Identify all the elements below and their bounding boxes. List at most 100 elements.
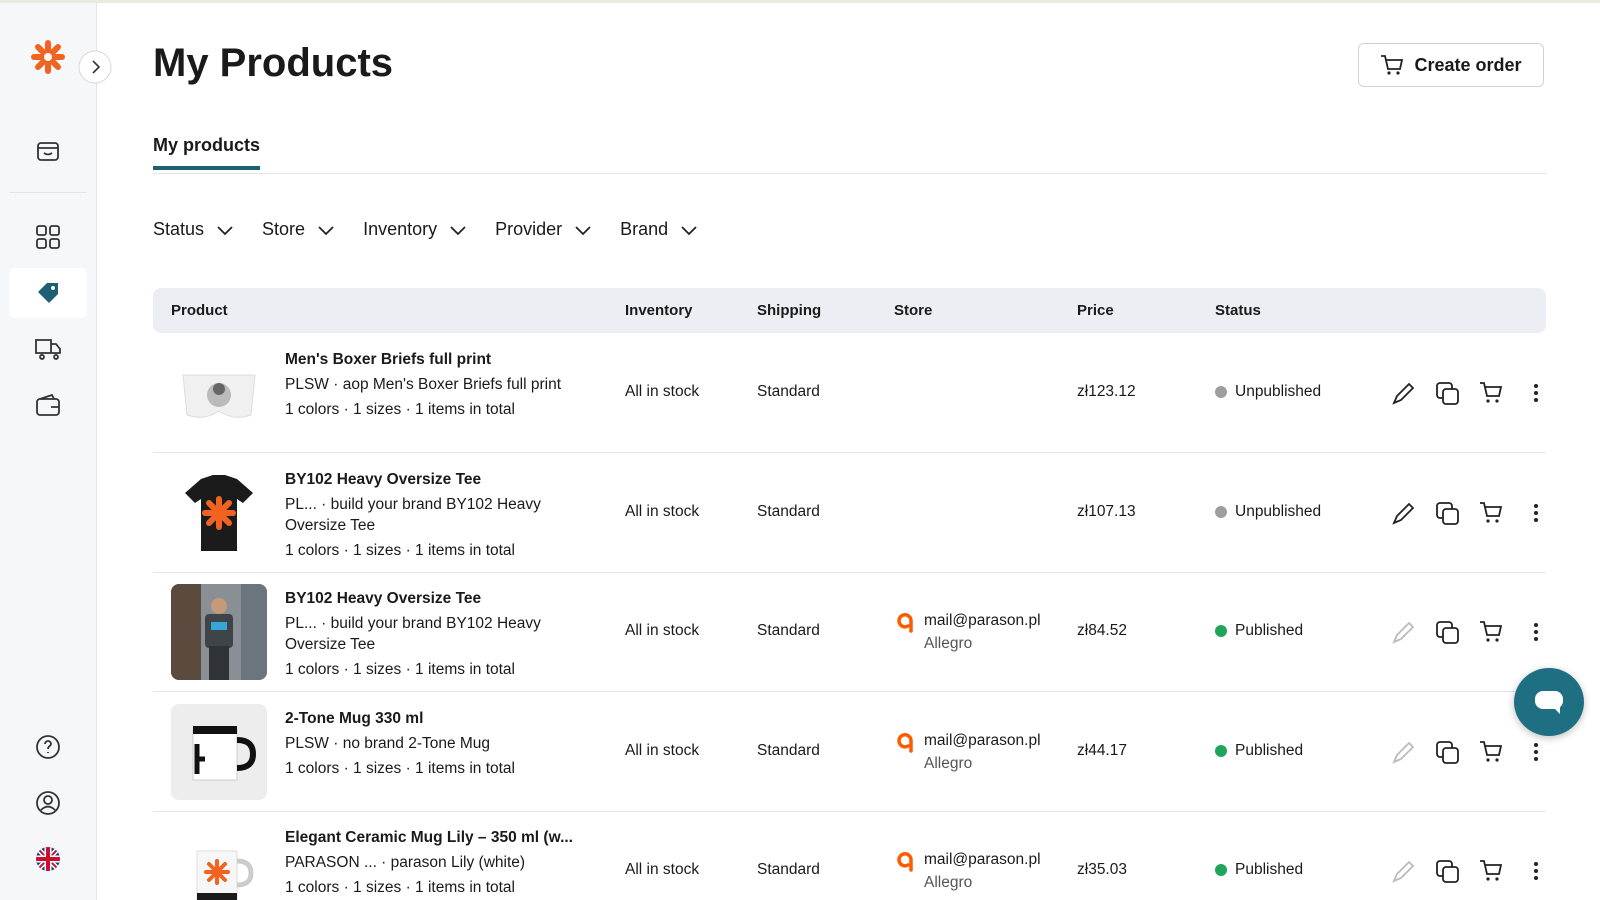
duplicate-button[interactable] xyxy=(1435,620,1459,644)
column-header: Inventory xyxy=(625,302,693,319)
store-email: mail@parason.pl xyxy=(924,851,1041,868)
chevron-icon-svg xyxy=(450,225,466,235)
inventory: All in stock xyxy=(625,502,700,520)
duplicate-button[interactable] xyxy=(1435,859,1459,883)
products-icon[interactable] xyxy=(35,280,61,306)
status-dot xyxy=(1215,625,1227,637)
collapse-button[interactable] xyxy=(78,50,112,84)
edit-button-svg xyxy=(1392,621,1415,644)
store-info: mail@parason.pl Allegro xyxy=(924,609,1041,655)
filter-dropdown[interactable]: Inventory xyxy=(363,219,467,240)
allegro-logo-svg xyxy=(897,613,913,633)
status-label: Unpublished xyxy=(1235,383,1322,400)
product-name: 2-Tone Mug 330 ml xyxy=(285,709,424,727)
allegro-logo xyxy=(894,610,916,634)
store-info: mail@parason.pl Allegro xyxy=(924,729,1041,775)
wallet-icon[interactable] xyxy=(35,392,61,418)
order-button[interactable] xyxy=(1479,740,1503,764)
status: Unpublished xyxy=(1215,383,1321,401)
tab-divider xyxy=(153,173,1546,174)
product-image xyxy=(171,823,267,900)
product-row: 2-Tone Mug 330 ml PLSW · no brand 2-Tone … xyxy=(153,692,1546,812)
more-button[interactable] xyxy=(1524,740,1548,764)
edit-button[interactable] xyxy=(1390,740,1415,764)
order-button[interactable] xyxy=(1479,381,1503,405)
store-email: mail@parason.pl xyxy=(924,612,1041,629)
filter-dropdown[interactable]: Provider xyxy=(495,219,592,240)
chevron-icon xyxy=(317,223,335,237)
account-icon[interactable] xyxy=(35,790,61,816)
product-image xyxy=(171,703,267,800)
duplicate-button-svg xyxy=(1435,860,1459,883)
order-button-svg xyxy=(1480,621,1503,642)
product-details: PL... · build your brand BY102 Heavy Ove… xyxy=(285,495,541,534)
status: Unpublished xyxy=(1215,503,1321,521)
more-button[interactable] xyxy=(1524,501,1548,525)
edit-button[interactable] xyxy=(1390,381,1415,405)
product-thumbnail xyxy=(171,464,267,561)
tab[interactable]: My products xyxy=(153,135,261,170)
filter-dropdown[interactable]: Status xyxy=(153,219,234,240)
product-variants: 1 colors · 1 sizes · 1 items in total xyxy=(285,759,515,777)
product-thumbnail xyxy=(171,584,267,680)
allegro-logo-svg xyxy=(897,852,913,872)
status-label: Published xyxy=(1235,741,1304,759)
edit-button[interactable] xyxy=(1390,501,1415,525)
order-button[interactable] xyxy=(1479,859,1503,883)
duplicate-button[interactable] xyxy=(1435,740,1459,764)
product-details: PLSW · no brand 2-Tone Mug xyxy=(285,734,491,752)
product-info: Elegant Ceramic Mug Lily – 350 ml (w... P… xyxy=(285,825,575,900)
product-info: BY102 Heavy Oversize Tee PL... · build yo… xyxy=(285,586,575,686)
shipping: Standard xyxy=(757,861,820,878)
filter-dropdown[interactable]: Brand xyxy=(620,219,698,240)
edit-button-svg xyxy=(1392,502,1415,525)
more-button[interactable] xyxy=(1524,859,1548,883)
chevron-icon-svg xyxy=(217,225,233,235)
duplicate-button[interactable] xyxy=(1435,501,1459,525)
more-button[interactable] xyxy=(1524,381,1548,405)
order-button-svg xyxy=(1480,501,1503,523)
status-dot xyxy=(1215,744,1227,757)
more-button[interactable] xyxy=(1524,620,1548,644)
order-button-svg xyxy=(1480,382,1503,403)
product-info: BY102 Heavy Oversize Tee PL... · build yo… xyxy=(285,467,575,567)
order-button[interactable] xyxy=(1479,620,1503,644)
create-order-button[interactable]: Create order xyxy=(1358,43,1544,87)
edit-button[interactable] xyxy=(1390,859,1415,883)
chevron-icon xyxy=(449,223,467,237)
product-info: Men's Boxer Briefs full print PLSW · aop … xyxy=(285,347,575,447)
product-row: Elegant Ceramic Mug Lily – 350 ml (w... P… xyxy=(153,811,1546,900)
product-info: 2-Tone Mug 330 ml PLSW · no brand 2-Tone … xyxy=(285,706,575,806)
filter-dropdown[interactable]: Store xyxy=(262,219,335,240)
product-row: BY102 Heavy Oversize Tee PL... · build yo… xyxy=(153,453,1546,573)
shipping: Standard xyxy=(757,502,820,520)
chat-icon xyxy=(1535,691,1563,714)
column-header: Status xyxy=(1215,302,1261,319)
product-details: PARASON ... · parason Lily (white) xyxy=(285,854,526,871)
chevron-icon-svg xyxy=(318,225,334,235)
product-image xyxy=(171,464,267,561)
product-variants: 1 colors · 1 sizes · 1 items in total xyxy=(285,879,515,896)
logo xyxy=(31,40,65,74)
store-platform: Allegro xyxy=(924,874,973,891)
product-image xyxy=(171,345,267,441)
dashboard-icon[interactable] xyxy=(35,224,61,250)
help-icon[interactable] xyxy=(35,734,61,760)
inventory: All in stock xyxy=(625,622,700,639)
edit-button[interactable] xyxy=(1390,620,1415,644)
inventory: All in stock xyxy=(625,741,700,759)
product-row: BY102 Heavy Oversize Tee PL... · build yo… xyxy=(153,572,1546,692)
orders-icon[interactable] xyxy=(34,335,62,361)
duplicate-button-svg xyxy=(1435,740,1459,764)
chat-button[interactable] xyxy=(1514,668,1584,736)
filter-label: Store xyxy=(262,219,306,239)
duplicate-button[interactable] xyxy=(1435,381,1459,405)
price: zł84.52 xyxy=(1077,622,1127,639)
filter-bar: Status Store Inventory Provider Brand xyxy=(153,219,698,240)
store-icon[interactable] xyxy=(35,137,61,163)
product-details: PLSW · aop Men's Boxer Briefs full print xyxy=(285,376,562,393)
language-flag[interactable] xyxy=(35,846,61,872)
order-button[interactable] xyxy=(1479,501,1503,525)
product-name: BY102 Heavy Oversize Tee xyxy=(285,590,482,607)
price: zł123.12 xyxy=(1077,383,1136,400)
